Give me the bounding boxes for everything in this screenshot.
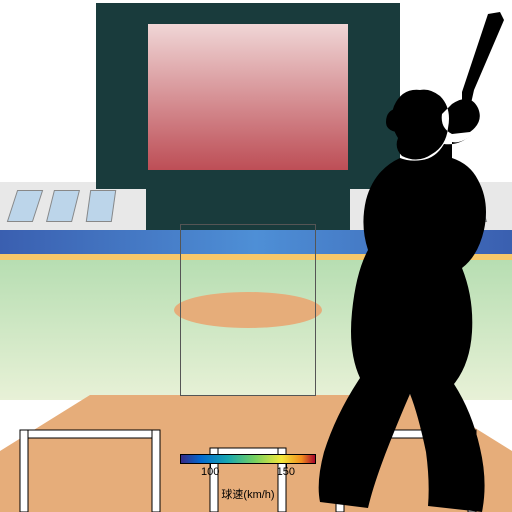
stand-window: [86, 190, 116, 222]
speed-legend-label: 球速(km/h): [180, 486, 316, 502]
strike-zone: [180, 224, 316, 396]
legend-tick-label: 150: [277, 466, 295, 478]
batter-silhouette: [302, 12, 512, 512]
legend-tick-label: 100: [201, 466, 219, 478]
pitch-location-chart: { "chart": { "type": "infographic", "wid…: [0, 0, 512, 512]
speed-legend-ticks: 100150: [180, 464, 316, 474]
speed-legend-bar: [180, 454, 316, 464]
speed-legend: 100150 球速(km/h): [180, 454, 316, 502]
